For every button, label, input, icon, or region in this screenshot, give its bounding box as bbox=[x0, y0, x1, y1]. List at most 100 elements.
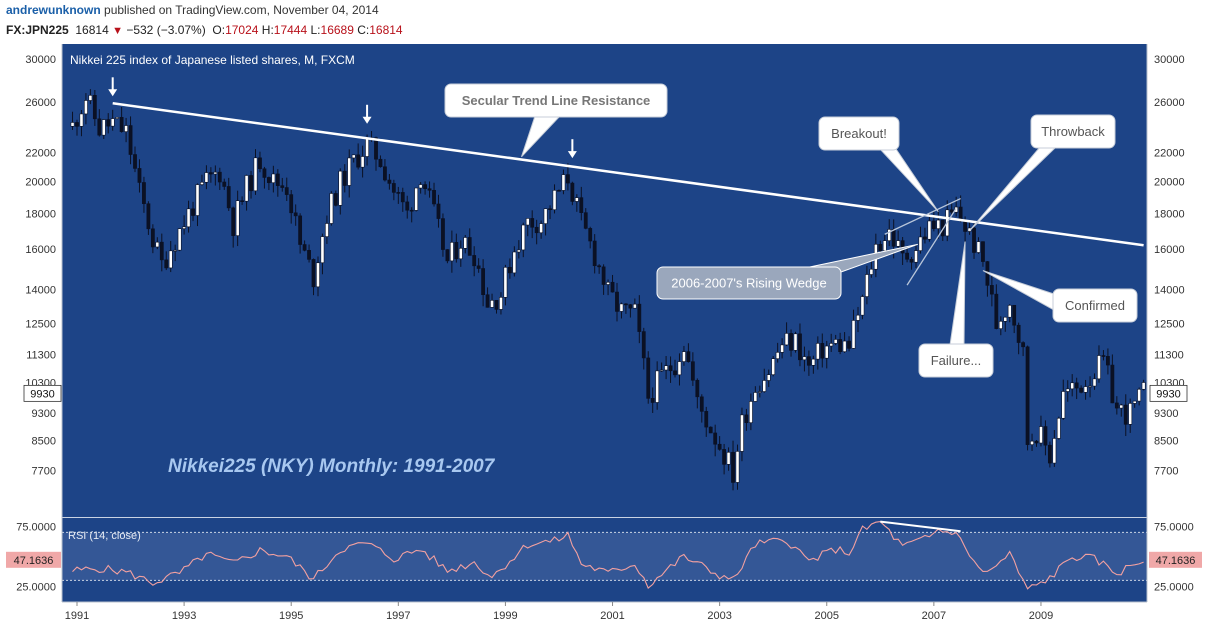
callout[interactable]: Breakout! bbox=[818, 116, 939, 213]
candle-body bbox=[650, 398, 655, 403]
rsi-band bbox=[62, 531, 1147, 581]
candle-body bbox=[262, 168, 267, 178]
candle-body bbox=[682, 351, 686, 362]
candle-body bbox=[574, 197, 579, 202]
candle-body bbox=[155, 241, 160, 248]
callout-box bbox=[918, 343, 994, 378]
candle-body bbox=[753, 392, 758, 402]
y-tick-label: 7700 bbox=[32, 465, 56, 477]
candle-body bbox=[534, 226, 539, 234]
candle-body bbox=[1056, 417, 1061, 439]
rsi-line bbox=[72, 521, 1144, 590]
open-value: 17024 bbox=[225, 23, 259, 37]
candle-body bbox=[284, 187, 289, 195]
candle-body bbox=[1043, 426, 1048, 446]
callout[interactable]: Confirmed bbox=[982, 270, 1138, 323]
candle-body bbox=[936, 219, 941, 229]
candle-body bbox=[280, 185, 285, 188]
wedge-line[interactable] bbox=[884, 198, 961, 235]
candle-body bbox=[824, 345, 829, 359]
candle-body bbox=[811, 358, 816, 366]
candle-body bbox=[481, 268, 486, 296]
candle-body bbox=[851, 320, 856, 349]
candle-body bbox=[637, 303, 642, 332]
candle-body bbox=[485, 294, 490, 308]
candle-body bbox=[231, 207, 236, 236]
candle-body bbox=[342, 170, 347, 186]
callout[interactable]: Throwback bbox=[969, 114, 1116, 232]
y-tick-label: 9300 bbox=[1154, 408, 1178, 420]
last-price-tag bbox=[23, 384, 62, 402]
candle-body bbox=[632, 303, 637, 309]
candle-body bbox=[624, 303, 628, 306]
candle-body bbox=[226, 186, 231, 209]
wedge-line[interactable] bbox=[906, 208, 957, 286]
x-tick-label: 2009 bbox=[1029, 610, 1053, 622]
candle-body bbox=[258, 157, 262, 170]
y-tick-label: 22000 bbox=[1154, 148, 1185, 160]
publish-header: andrewunknown published on TradingView.c… bbox=[6, 3, 379, 17]
candle-body bbox=[1141, 382, 1146, 390]
rsi-tick-label: 75.0000 bbox=[1154, 521, 1194, 533]
candle-body bbox=[744, 414, 749, 423]
y-tick-label: 26000 bbox=[25, 97, 56, 109]
candle-body bbox=[757, 391, 762, 393]
candle-body bbox=[208, 172, 213, 175]
chart-area[interactable]: Secular Trend Line Resistance 2006-2007's… bbox=[0, 44, 1208, 627]
publish-info: published on TradingView.com, November 0… bbox=[104, 3, 379, 17]
candle-body bbox=[320, 236, 325, 264]
candle-body bbox=[146, 203, 151, 230]
candle-body bbox=[396, 192, 401, 194]
candle-body bbox=[124, 125, 128, 132]
candle-body bbox=[1070, 382, 1075, 390]
right-axis-bg bbox=[1147, 44, 1208, 627]
candle-body bbox=[1061, 391, 1066, 419]
candle-body bbox=[266, 177, 271, 184]
candle-body bbox=[409, 209, 414, 212]
callout[interactable]: 2006-2007's Rising Wedge bbox=[656, 243, 918, 300]
y-tick-label: 30000 bbox=[1154, 54, 1185, 66]
candle-body bbox=[1007, 304, 1012, 318]
y-tick-label: 14000 bbox=[1154, 284, 1185, 296]
candle-body bbox=[690, 361, 695, 381]
candle-body bbox=[659, 369, 664, 372]
callout-text: Confirmed bbox=[1065, 298, 1125, 313]
candle-body bbox=[989, 285, 994, 295]
trend-line[interactable] bbox=[112, 102, 1144, 247]
candle-body bbox=[847, 340, 851, 349]
candle-body bbox=[333, 193, 338, 206]
chart-title: Nikkei 225 index of Japanese listed shar… bbox=[70, 53, 355, 67]
symbol-name: FX:JPN225 bbox=[6, 23, 69, 37]
y-tick-label: 7700 bbox=[1154, 465, 1178, 477]
candle-body bbox=[583, 212, 588, 229]
y-tick-label: 14000 bbox=[25, 284, 56, 296]
callout-box bbox=[818, 116, 900, 151]
rsi-divergence-line[interactable] bbox=[880, 520, 961, 533]
candle-body bbox=[516, 249, 521, 253]
chart-subtitle: Nikkei225 (NKY) Monthly: 1991-2007 bbox=[168, 456, 496, 477]
author-link[interactable]: andrewunknown bbox=[6, 3, 101, 17]
candle-body bbox=[302, 244, 307, 251]
callout[interactable]: Secular Trend Line Resistance bbox=[444, 83, 668, 158]
candle-body bbox=[423, 184, 427, 189]
candle-body bbox=[356, 154, 361, 168]
y-tick-label: 12500 bbox=[25, 319, 56, 331]
candle-body bbox=[748, 401, 753, 423]
candle-body bbox=[865, 274, 869, 297]
candle-body bbox=[133, 154, 137, 169]
candle-body bbox=[860, 296, 865, 316]
candle-body bbox=[298, 215, 303, 245]
candle-body bbox=[998, 321, 1003, 329]
candle-body bbox=[92, 95, 97, 120]
candle-body bbox=[271, 173, 276, 184]
y-tick-label: 11300 bbox=[26, 349, 56, 361]
close-value: 16814 bbox=[369, 23, 403, 37]
candle-body bbox=[1012, 304, 1017, 326]
candle-body bbox=[615, 291, 619, 312]
callout[interactable]: Failure... bbox=[918, 241, 994, 378]
candle-body bbox=[641, 331, 646, 359]
candle-body bbox=[882, 240, 887, 252]
y-tick-label: 26000 bbox=[1154, 97, 1185, 109]
candles bbox=[70, 89, 1146, 491]
candle-body bbox=[1030, 440, 1034, 445]
